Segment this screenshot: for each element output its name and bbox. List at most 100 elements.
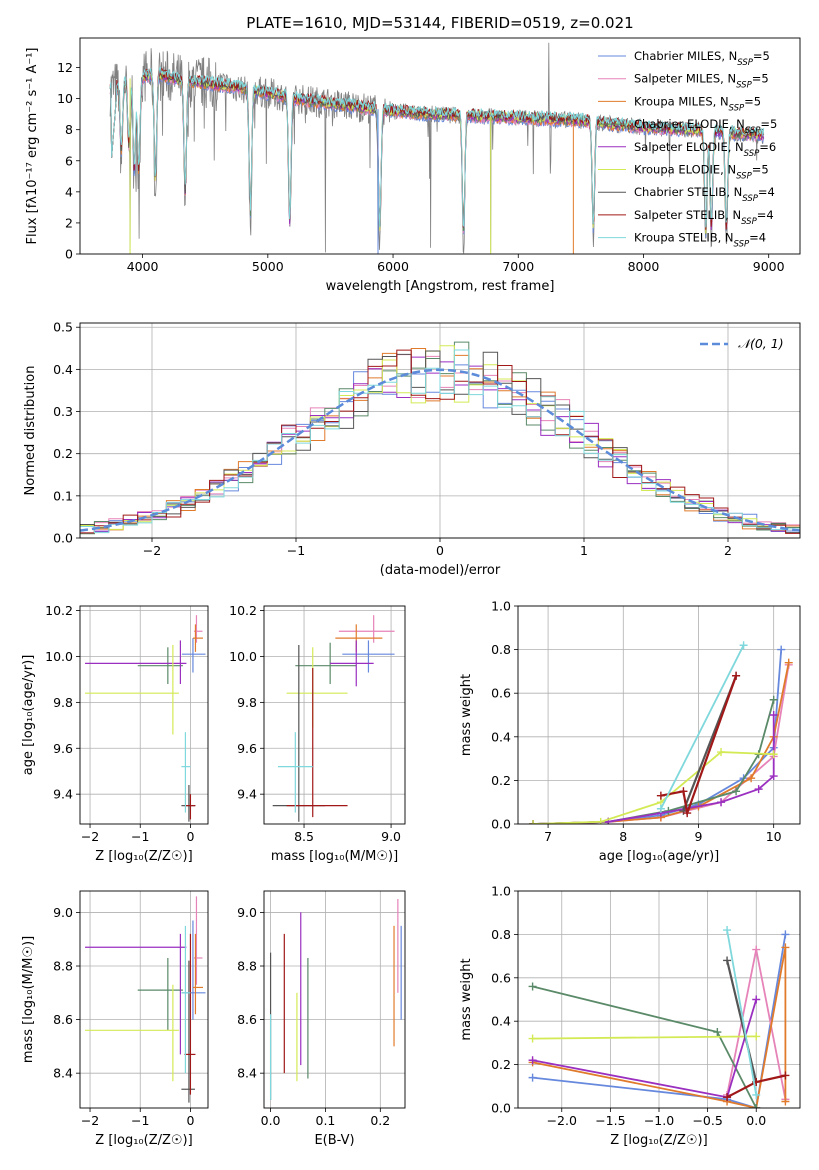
weight-marker	[752, 995, 761, 1004]
spectrum-legend: Chabrier MILES, NSSP=5 Salpeter MILES, NS…	[598, 49, 777, 250]
y-tick-label: 8.6	[237, 1012, 257, 1027]
y-axis-label: Flux [fλ10⁻¹⁷ erg cm⁻² s⁻¹ A⁻¹]	[25, 48, 40, 245]
weight-series-salpeter-elodie	[529, 711, 778, 824]
weight-marker	[784, 658, 793, 667]
x-tick-label: 0.0	[746, 1113, 766, 1128]
x-tick-label: 1	[580, 543, 588, 558]
plot-area	[272, 615, 395, 822]
panel-mass-vs-Z: −2 −1 0 8.4 8.6 8.8 9.0 Z [log₁₀(Z/Z☉)] mass [lo…	[21, 890, 209, 1148]
x-axis-label: wavelength [Angstrom, rest frame]	[326, 279, 555, 294]
y-tick-label: 0.5	[53, 320, 73, 335]
y-tick-label: 0.4	[53, 362, 73, 377]
y-tick-label: 0.0	[491, 817, 511, 832]
y-tick-label: 0.4	[491, 1014, 511, 1029]
weight-line	[532, 1035, 757, 1040]
weight-marker	[739, 641, 748, 650]
y-tick-label: 0.2	[491, 1057, 511, 1072]
y-tick-label: 10	[57, 91, 73, 106]
y-tick-label: 8.4	[237, 1066, 257, 1081]
weight-series-chabrier-elodie	[528, 982, 761, 1108]
x-tick-label: −1.5	[595, 1113, 625, 1128]
weight-marker	[752, 1104, 761, 1108]
x-tick-label: −1	[131, 1113, 149, 1128]
x-axis-label: age [log₁₀(age/yr)]	[599, 849, 720, 864]
x-tick-label: −2	[143, 543, 161, 558]
errorbar-chabrier-stelib	[181, 784, 195, 822]
errorbar-chabrier-stelib	[181, 960, 195, 1103]
y-tick-label: 0.0	[53, 531, 73, 546]
y-tick-label: 0.2	[491, 773, 511, 788]
weight-marker	[752, 1090, 761, 1099]
y-tick-label: 8.8	[53, 959, 73, 974]
x-tick-label: 10	[766, 829, 782, 844]
weight-line	[726, 929, 758, 1096]
weight-line	[660, 644, 745, 810]
residuals-legend: 𝒩(0, 1)	[700, 336, 784, 351]
weight-marker	[747, 774, 756, 783]
errorbar-kroupa-miles	[192, 933, 203, 1015]
y-tick-label: 0.8	[491, 927, 511, 942]
weight-marker	[679, 787, 688, 796]
plot-area	[109, 42, 765, 254]
y-tick-label: 0.1	[53, 488, 73, 503]
errorbar-kroupa-stelib	[277, 732, 313, 813]
x-tick-label: 8000	[628, 259, 660, 274]
y-tick-label: 6	[65, 153, 73, 168]
axes-frame	[79, 605, 209, 825]
x-tick-label: 8.5	[294, 829, 314, 844]
weight-series-chabrier-elodie	[529, 695, 778, 824]
weight-marker	[713, 1028, 722, 1037]
y-tick-label: 8.6	[53, 1012, 73, 1027]
legend-label-kroupa-miles: Kroupa MILES, NSSP=5	[634, 94, 761, 113]
weight-marker	[528, 1034, 537, 1043]
y-tick-label: 9.6	[237, 741, 257, 756]
x-tick-label: 6000	[377, 259, 409, 274]
plot-area	[528, 926, 790, 1108]
panel-spectrum: 4000 5000 6000 7000 8000 9000 0 2 4 6 8 10 12 wavelen…	[25, 37, 801, 294]
weight-marker	[656, 804, 665, 813]
weight-marker	[717, 748, 726, 757]
errorbar-salpeter-stelib	[286, 667, 348, 818]
legend-label-normal: 𝒩(0, 1)	[738, 336, 784, 351]
axes: 7 8 9 10 0.0 0.2 0.4 0.6 0.8 1.0 age [log₁₀(age/yr…	[459, 599, 801, 864]
x-tick-label: 9	[695, 829, 703, 844]
model-spectrum-kroupa-stelib	[109, 66, 765, 228]
y-tick-label: 10.2	[45, 603, 73, 618]
y-tick-label: 0.6	[491, 686, 511, 701]
errorbar-kroupa-miles	[192, 624, 203, 652]
weight-marker	[752, 945, 761, 954]
weight-marker	[528, 982, 537, 991]
x-tick-label: 4000	[127, 259, 159, 274]
figure-title: PLATE=1610, MJD=53144, FIBERID=0519, z=0…	[246, 14, 633, 32]
weight-marker	[769, 772, 778, 781]
x-tick-label: −1	[287, 543, 305, 558]
y-tick-label: 10.2	[229, 603, 257, 618]
panel-age-vs-mass: 8.5 9.0 9.4 9.6 9.8 10.0 10.2 mass [log₁₀(M/M☉)…	[229, 603, 406, 864]
weight-marker	[596, 817, 605, 824]
y-tick-label: 0	[65, 247, 73, 262]
errorbar-salpeter-elodie	[330, 640, 374, 687]
y-tick-label: 9.4	[53, 787, 73, 802]
weight-marker	[528, 1073, 537, 1082]
x-tick-label: −2.0	[547, 1113, 577, 1128]
errorbar-kroupa-elodie	[85, 984, 179, 1082]
weight-marker	[732, 787, 741, 796]
axes: 8.5 9.0 9.4 9.6 9.8 10.0 10.2 mass [log₁₀(M/M☉)…	[229, 603, 406, 864]
axes: 0.0 0.1 0.2 8.4 8.6 8.8 9.0 E(B-V)	[237, 890, 406, 1148]
weight-line	[532, 947, 787, 1108]
errorbar-kroupa-stelib	[181, 925, 191, 1074]
plot-area	[529, 641, 793, 824]
weight-marker	[717, 798, 726, 807]
errorbar-salpeter-elodie	[85, 640, 187, 685]
y-tick-label: 9.0	[237, 905, 257, 920]
weight-marker	[732, 671, 741, 680]
legend-label-salpeter-elodie: Salpeter ELODIE, NSSP=6	[634, 140, 776, 159]
y-tick-label: 8.8	[237, 959, 257, 974]
x-tick-label: 9.0	[381, 829, 401, 844]
legend-label-kroupa-elodie: Kroupa ELODIE, NSSP=5	[634, 163, 769, 182]
x-axis-label: Z [log₁₀(Z/Z☉)]	[610, 1133, 707, 1148]
legend-label-kroupa-stelib: Kroupa STELIB, NSSP=4	[634, 231, 766, 250]
axes: −2.0 −1.5 −1.0 −0.5 0.0 0.0 0.2 0.4 0.6 0.8 1.0 Z […	[459, 884, 801, 1148]
weight-marker	[723, 956, 732, 965]
weight-marker	[769, 711, 778, 719]
